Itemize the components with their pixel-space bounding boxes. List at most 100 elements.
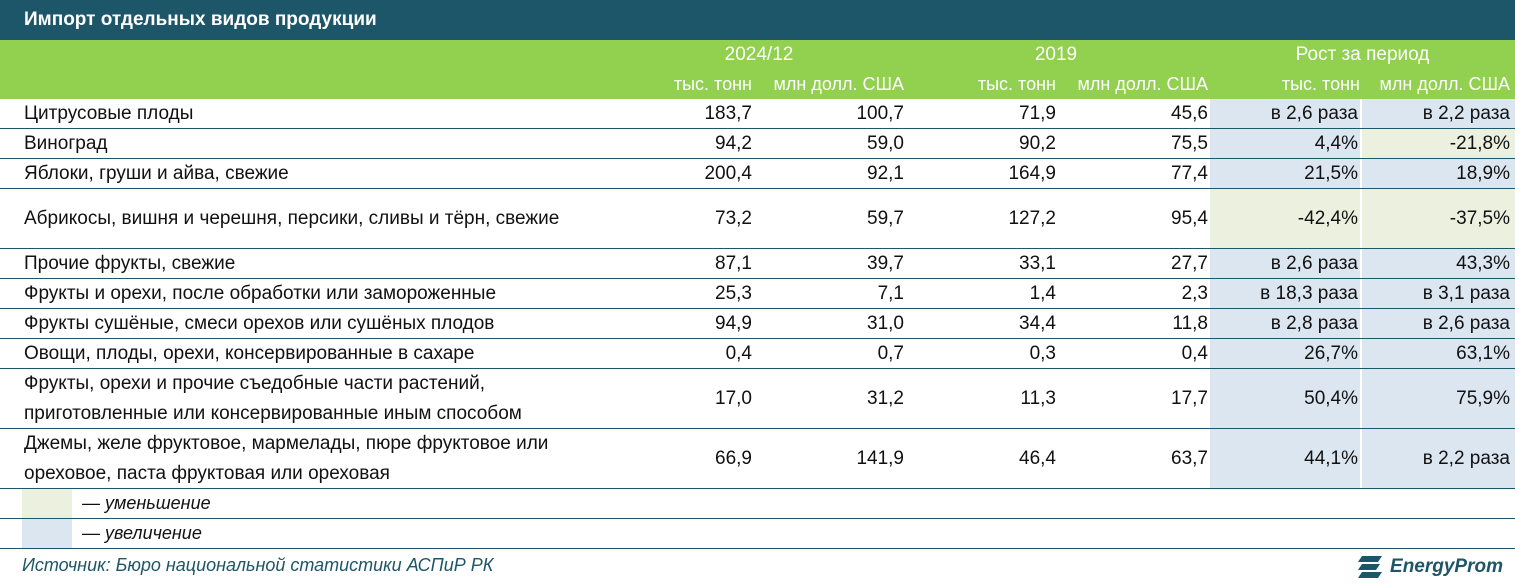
table-row: Овощи, плоды, орехи, консервированные в … [0,339,1515,369]
row-value-cell: 0,7 [877,342,904,364]
row-growth-cell: в 2,6 раза [1210,99,1360,128]
row-value-cell: 183,7 [704,102,752,124]
row-value-cell: 33,1 [1019,252,1056,274]
row-growth-cell: 18,9% [1362,159,1515,188]
row-value-cell: 73,2 [715,207,752,229]
row-value-cell: 90,2 [1019,132,1056,154]
legend-swatch-increase [22,519,72,548]
row-growth-cell: 43,3% [1362,249,1515,278]
row-growth-cell: в 18,3 раза [1210,279,1360,308]
row-value-cell: 87,1 [715,252,752,274]
row-growth-cell: 4,4% [1210,129,1360,158]
row-growth-cell: в 2,8 раза [1210,309,1360,338]
row-value-cell: 11,8 [1172,312,1208,334]
header-unit: млн долл. США [1379,74,1510,94]
row-value-cell: 63,7 [1171,447,1208,469]
row-growth-cell: 63,1% [1362,339,1515,368]
header-unit: млн долл. США [1077,74,1208,94]
row-value-cell: 31,0 [867,312,904,334]
header-group-2024: 2024/12 [724,44,794,65]
footer: Источник: Бюро национальной статистики А… [0,549,1515,584]
row-growth-cell: в 2,2 раза [1362,99,1515,128]
row-product-name: Фрукты и орехи, после обработки или замо… [24,282,497,304]
row-growth-cell: 50,4% [1210,369,1360,428]
row-value-cell: 17,7 [1171,387,1208,409]
row-value-cell: 92,1 [867,162,904,184]
table-row: Фрукты сушёные, смеси орехов или сушёных… [0,309,1515,339]
row-value-cell: 45,6 [1171,102,1208,124]
table-row: Цитрусовые плоды 183,7 100,7 71,9 45,6 в 2,6 … [0,99,1515,129]
table-row: Фрукты, орехи и прочие съедобные части р… [0,369,1515,429]
legend-label-decrease: — уменьшение [82,493,211,513]
row-value-cell: 17,0 [715,387,752,409]
row-value-cell: 66,9 [715,447,752,469]
row-value-cell: 71,9 [1019,102,1056,124]
row-value-cell: 46,4 [1019,447,1056,469]
row-value-cell: 0,4 [725,342,752,364]
row-growth-cell: в 3,1 раза [1362,279,1515,308]
row-value-cell: 1,4 [1029,282,1056,304]
row-value-cell: 200,4 [704,162,752,184]
row-growth-cell: 75,9% [1362,369,1515,428]
row-value-cell: 27,7 [1171,252,1208,274]
row-growth-cell: 44,1% [1210,429,1360,488]
row-growth-cell: в 2,2 раза [1362,429,1515,488]
table-row: Прочие фрукты, свежие 87,1 39,7 33,1 27,7 в 2… [0,249,1515,279]
row-value-cell: 34,4 [1019,312,1056,334]
row-value-cell: 59,0 [867,132,904,154]
row-value-cell: 59,7 [867,207,904,229]
legend-swatch-decrease [22,489,72,518]
row-value-cell: 31,2 [867,387,904,409]
header-unit: тыс. тонн [1281,74,1360,94]
row-product-name: Виноград [24,132,108,154]
row-growth-cell: -21,8% [1362,129,1515,158]
row-value-cell: 11,3 [1020,387,1056,409]
row-growth-cell: 26,7% [1210,339,1360,368]
table-row: Фрукты и орехи, после обработки или замо… [0,279,1515,309]
row-product-name: Овощи, плоды, орехи, консервированные в … [24,342,475,364]
header-unit: млн долл. США [773,74,904,94]
header-units: тыс. тонн млн долл. США тыс. тонн млн до… [0,70,1515,99]
row-value-cell: 0,3 [1029,342,1056,364]
row-growth-cell: -42,4% [1210,189,1360,248]
row-value-cell: 164,9 [1008,162,1056,184]
logo-text: EnergyProm [1390,556,1503,577]
row-product-name: Абрикосы, вишня и черешня, персики, слив… [24,207,560,229]
row-product-name: Джемы, желе фруктовое, мармелады, пюре ф… [24,432,549,484]
header-groups: 2024/12 2019 Рост за период [0,40,1515,70]
data-table: Цитрусовые плоды 183,7 100,7 71,9 45,6 в 2,6 … [0,99,1515,549]
table-row: Абрикосы, вишня и черешня, персики, слив… [0,189,1515,249]
table-header: 2024/12 2019 Рост за период тыс. тонн мл… [0,40,1515,99]
row-value-cell: 141,9 [856,447,904,469]
row-value-cell: 95,4 [1171,207,1208,229]
row-value-cell: 94,2 [715,132,752,154]
row-value-cell: 39,7 [867,252,904,274]
row-growth-cell: -37,5% [1362,189,1515,248]
legend-increase: — увеличение [0,519,1515,549]
row-value-cell: 2,3 [1181,282,1208,304]
energyprom-logo-icon [1358,556,1383,578]
row-value-cell: 7,1 [877,282,904,304]
row-product-name: Прочие фрукты, свежие [24,252,236,274]
header-group-growth: Рост за период [1295,44,1430,65]
row-growth-cell: в 2,6 раза [1210,249,1360,278]
row-product-name: Яблоки, груши и айва, свежие [24,162,289,184]
row-product-name: Фрукты сушёные, смеси орехов или сушёных… [24,312,495,334]
header-group-2019: 2019 [1034,44,1078,65]
row-value-cell: 75,5 [1171,132,1208,154]
row-value-cell: 127,2 [1008,207,1056,229]
row-product-name: Цитрусовые плоды [24,102,194,124]
brand-logo: EnergyProm [1358,551,1503,583]
header-unit: тыс. тонн [977,74,1056,94]
row-value-cell: 0,4 [1181,342,1208,364]
legend-label-increase: — увеличение [82,523,202,543]
row-value-cell: 100,7 [856,102,904,124]
row-growth-cell: 21,5% [1210,159,1360,188]
row-value-cell: 77,4 [1171,162,1208,184]
table-row: Виноград 94,2 59,0 90,2 75,5 4,4% -21,8% [0,129,1515,159]
table-row: Джемы, желе фруктовое, мармелады, пюре ф… [0,429,1515,489]
row-value-cell: 94,9 [715,312,752,334]
table-title: Импорт отдельных видов продукции [0,0,1515,40]
header-unit: тыс. тонн [673,74,752,94]
source-note: Источник: Бюро национальной статистики А… [22,555,494,575]
